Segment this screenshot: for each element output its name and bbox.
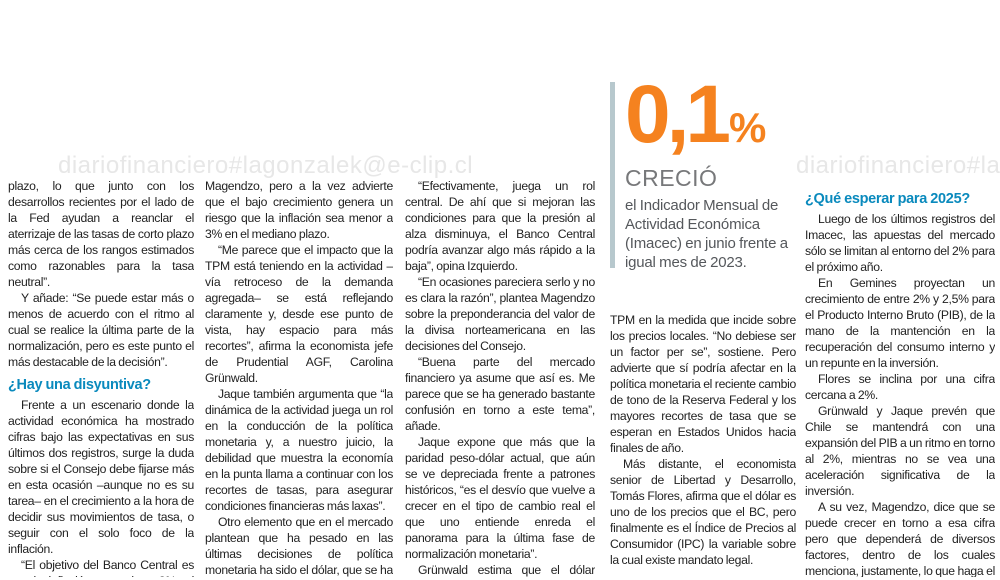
- paragraph: A su vez, Magendzo, dice que se puede cr…: [805, 499, 995, 577]
- stat-number: 0,1: [625, 80, 731, 160]
- watermark-right: diariofinanciero#lag: [796, 152, 1000, 179]
- paragraph: Luego de los últimos registros del Imace…: [805, 212, 995, 274]
- paragraph: Grünwald estima que el dólar tendría imp…: [418, 563, 595, 577]
- paragraph-text: A su vez, Magendzo, dice que se puede cr…: [805, 500, 995, 577]
- paragraph: TPM en la medida que incide sobre los pr…: [610, 313, 796, 455]
- percent-sign: %: [729, 104, 767, 151]
- paragraph: Flores se inclina por una cifra cercana …: [805, 372, 995, 402]
- paragraph: Más distante, el economista senior de Li…: [610, 457, 796, 567]
- paragraph: Jaque también argumenta que “la dinámica…: [205, 387, 393, 513]
- stat-description: el Indicador Mensual de Actividad Económ…: [625, 197, 788, 271]
- section-heading-2025: ¿Qué esperar para 2025?: [805, 191, 970, 207]
- paragraph: Otro elemento que en el mercado plantean…: [205, 515, 393, 577]
- stat-value: 0,1%: [625, 80, 796, 163]
- article-column-2: Magendzo, pero a la vez advierte que el …: [205, 178, 393, 577]
- section-heading-disyuntiva: ¿Hay una disyuntiva?: [8, 377, 151, 393]
- paragraph: “Me parece que el impacto que la TPM est…: [205, 243, 393, 385]
- paragraph: “En ocasiones pareciera serlo y no es cl…: [405, 275, 595, 353]
- article-column-1: plazo, lo que junto con los desarrollos …: [8, 178, 194, 577]
- paragraph: “Buena parte del mercado financiero ya a…: [405, 355, 595, 433]
- paragraph: “Efectivamente, juega un rol central. De…: [405, 179, 595, 273]
- callout-accent-bar: [610, 82, 615, 268]
- paragraph: Frente a un escenario donde la actividad…: [8, 398, 194, 556]
- paragraph: Grünwald y Jaque prevén que Chile se man…: [805, 404, 995, 498]
- article-column-5: ¿Qué esperar para 2025? Luego de los últ…: [805, 178, 995, 577]
- watermark-left: diariofinanciero#lagonzalek@e-clip.cl: [58, 152, 474, 179]
- paragraph: Y añade: “Se puede estar más o menos de …: [8, 291, 194, 369]
- paragraph: plazo, lo que junto con los desarrollos …: [8, 179, 194, 289]
- article-column-4: 0,1% CRECIÓ el Indicador Mensual de Acti…: [610, 80, 796, 577]
- paragraph: Magendzo, pero a la vez advierte que el …: [205, 179, 393, 241]
- imacec-stat-callout: 0,1% CRECIÓ el Indicador Mensual de Acti…: [610, 80, 796, 276]
- stat-label: CRECIÓ: [625, 165, 718, 191]
- article-column-3: “Efectivamente, juega un rol central. De…: [405, 178, 595, 577]
- paragraph: Jaque expone que más que la paridad peso…: [405, 435, 595, 561]
- paragraph: En Gemines proyectan un crecimiento de e…: [805, 276, 995, 370]
- paragraph: “El objetivo del Banco Central es que la…: [8, 558, 194, 577]
